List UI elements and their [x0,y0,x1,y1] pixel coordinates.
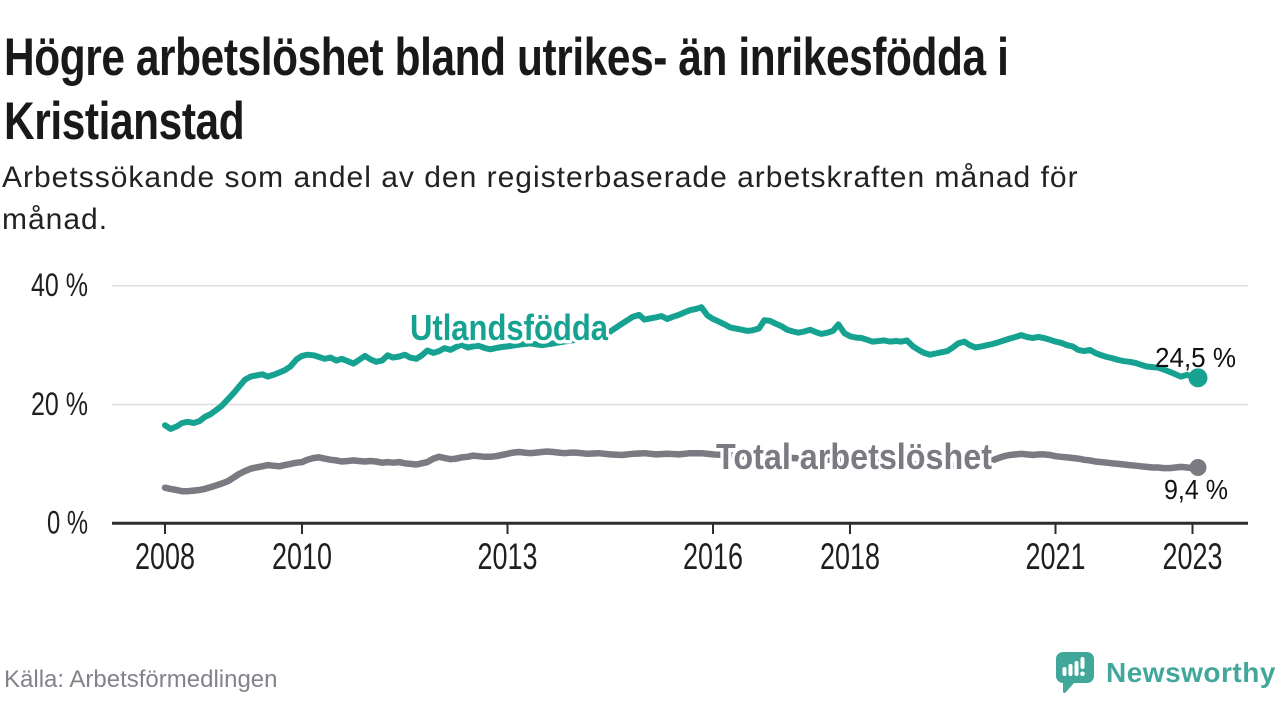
series-label: Total arbetslöshet [716,436,992,477]
x-tick-label: 2016 [683,536,743,577]
series-label: Utlandsfödda [410,307,609,348]
x-tick-label: 2013 [478,536,538,577]
series-end-dot [1188,368,1208,388]
x-tick-label: 2008 [135,536,195,577]
newsworthy-logo: Newsworthy [1056,652,1276,694]
series-line [161,448,1202,495]
y-tick-label: 40 % [31,267,88,303]
newsworthy-logo-text: Newsworthy [1106,657,1276,688]
page-subtitle: Arbetssökande som andel av den registerb… [2,161,1079,236]
y-tick-label: 20 % [31,386,88,422]
x-tick-label: 2010 [272,536,332,577]
y-tick-label: 0 % [47,505,88,541]
x-tick-label: 2023 [1163,536,1223,577]
series-line [162,304,1201,432]
speech-bubble-bar-chart-icon [1056,652,1094,694]
page-title: Högre arbetslöshet bland utrikes- än inr… [4,28,1009,151]
series-end-value-label: 9,4 % [1164,474,1228,505]
x-tick-label: 2021 [1026,536,1086,577]
series-end-value-label: 24,5 % [1155,342,1236,373]
series-end-dot [1189,458,1207,476]
source-note: Källa: Arbetsförmedlingen [4,666,278,693]
x-tick-label: 2018 [820,536,880,577]
